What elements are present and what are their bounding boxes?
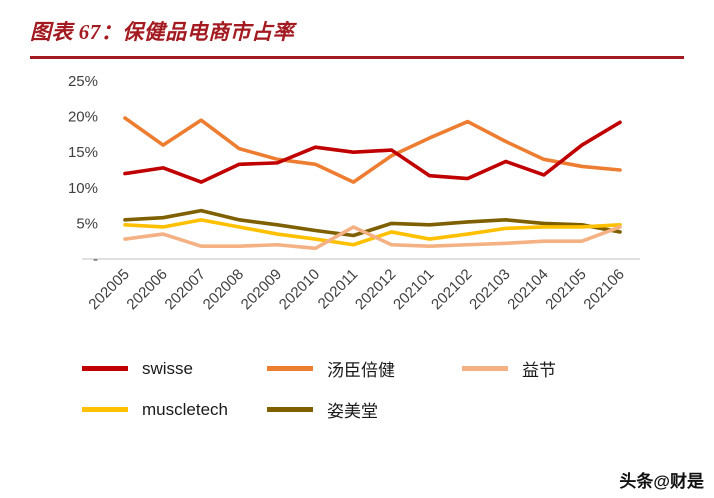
line-chart: 25%20%15%10%5%-2020052020062020072020082… (20, 67, 714, 354)
legend-item: swisse (82, 356, 267, 381)
legend-swatch-muscletech (82, 407, 128, 412)
x-axis-tick-label: 202012 (352, 266, 399, 313)
title-underline (30, 56, 684, 59)
x-axis-tick-label: 202010 (276, 266, 323, 313)
legend-label: swisse (142, 358, 194, 378)
report-header: 图表 67：保健品电商市占率 (0, 0, 714, 59)
chart-title: 图表 67：保健品电商市占率 (30, 20, 295, 44)
legend-swatch-姿美堂 (267, 407, 313, 412)
legend-label: 汤臣倍健 (327, 361, 395, 380)
x-axis-tick-label: 202105 (542, 266, 589, 313)
series-line-益节 (123, 225, 622, 251)
x-axis-tick-label: 202101 (390, 266, 437, 313)
legend-swatch-益节 (462, 366, 508, 371)
y-axis-tick-label: 20% (68, 109, 98, 126)
legend-label: 姿美堂 (327, 402, 378, 421)
series-line-swisse (123, 120, 622, 184)
y-axis-tick-label: 15% (68, 144, 98, 161)
x-axis-tick-label: 202005 (85, 266, 132, 313)
x-axis-tick-label: 202009 (238, 266, 285, 313)
chart-legend: swisse 汤臣倍健 益节 muscletech 姿美堂 (82, 356, 714, 422)
x-axis-tick-label: 202006 (123, 266, 170, 313)
legend-item: 姿美堂 (267, 397, 462, 422)
series-line-muscletech (123, 218, 622, 247)
legend-item: 汤臣倍健 (267, 356, 462, 381)
x-axis-tick-label: 202106 (580, 266, 627, 313)
x-axis-tick-label: 202007 (162, 266, 209, 313)
watermark: 头条@财是 (619, 472, 704, 491)
legend-swatch-汤臣倍健 (267, 366, 313, 371)
chart-canvas: 25%20%15%10%5%-2020052020062020072020082… (68, 73, 640, 313)
legend-label: muscletech (142, 399, 228, 419)
y-axis-tick-label: 25% (68, 73, 98, 90)
series-line-姿美堂 (123, 208, 622, 238)
x-axis-tick-label: 202008 (200, 266, 247, 313)
series-line-汤臣倍健 (123, 116, 622, 184)
x-axis-tick-label: 202011 (315, 266, 362, 313)
legend-swatch-swisse (82, 366, 128, 371)
legend-item: 益节 (462, 356, 632, 381)
y-axis-tick-label: 5% (76, 215, 98, 232)
legend-item: muscletech (82, 397, 267, 422)
x-axis-tick-label: 202102 (428, 266, 475, 313)
y-axis-tick-label: 10% (68, 180, 98, 197)
x-axis-tick-label: 202103 (466, 266, 513, 313)
x-axis-tick-label: 202104 (504, 266, 551, 313)
legend-label: 益节 (522, 361, 556, 380)
